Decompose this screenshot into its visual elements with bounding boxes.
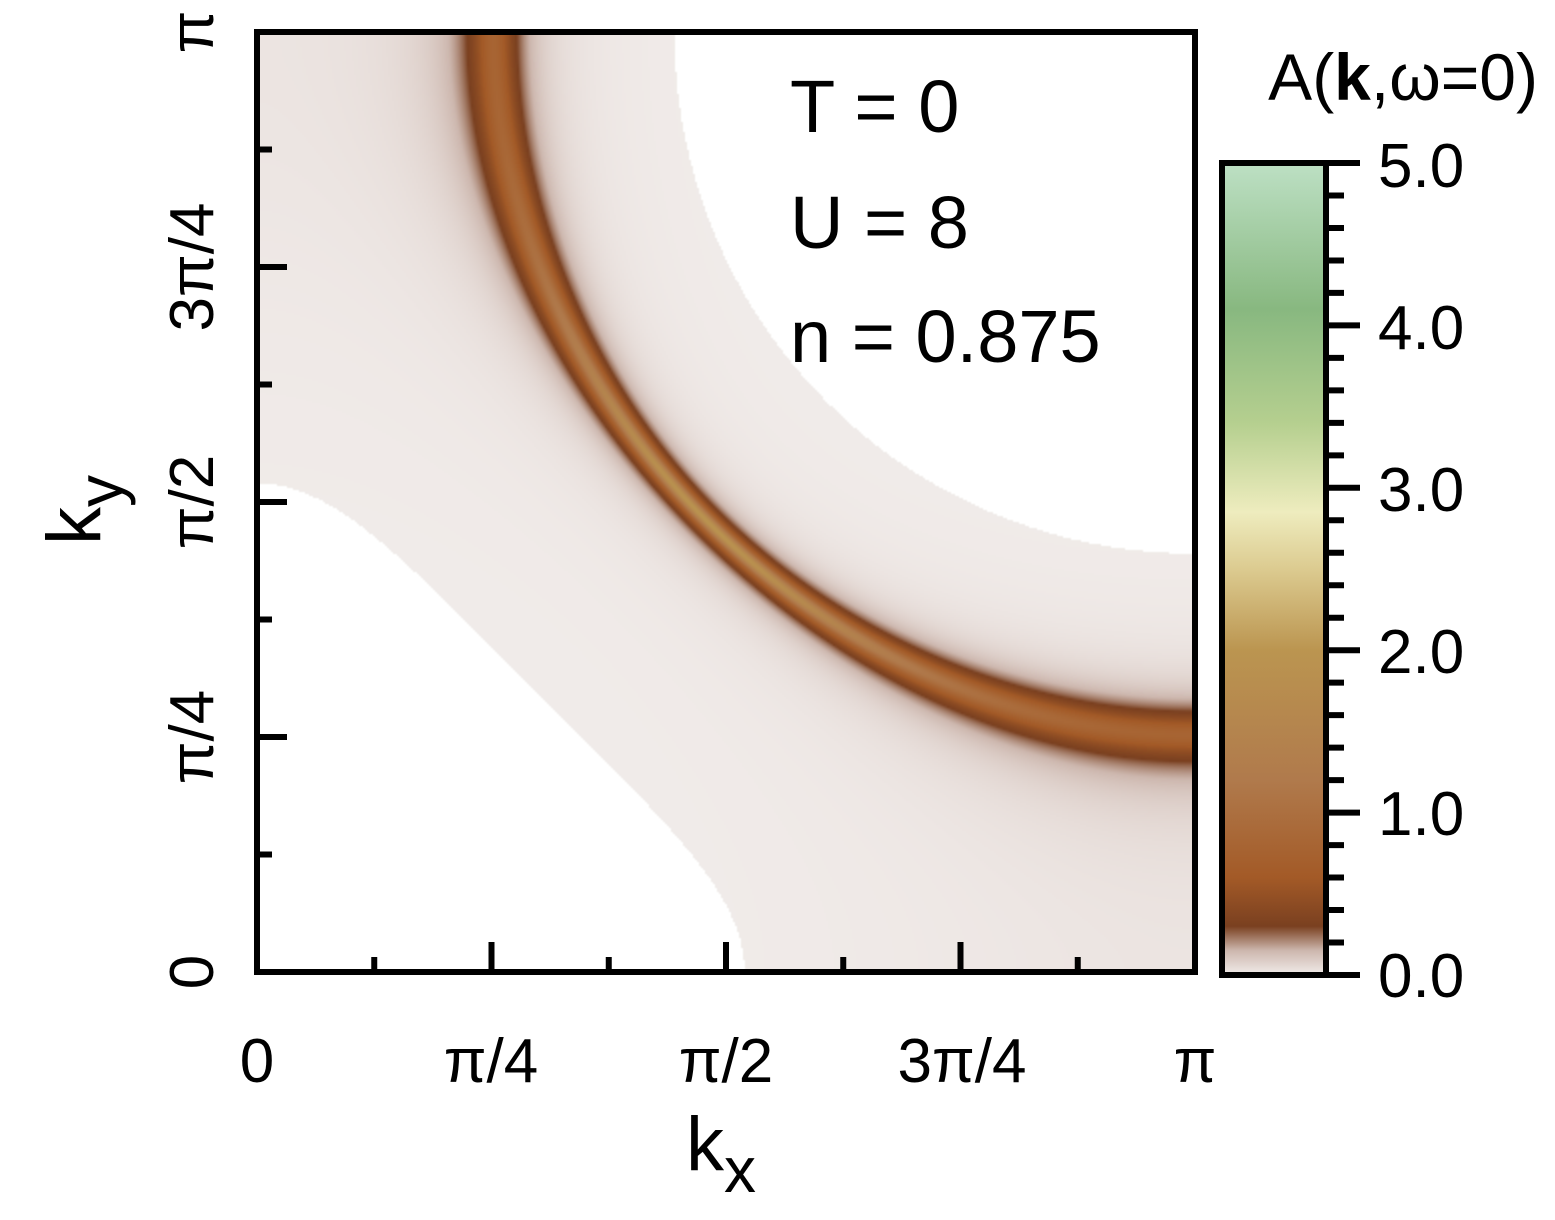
- y-tick-label: 0: [158, 955, 227, 989]
- colorbar-title: A(k,ω=0): [1268, 40, 1538, 114]
- y-tick-label: π: [158, 11, 227, 54]
- y-axis-label-main: k: [32, 506, 117, 545]
- x-tick-labels: 0 π/4 π/2 3π/4 π: [240, 1027, 1217, 1096]
- x-tick-label: 3π/4: [898, 1027, 1027, 1096]
- y-tick-labels: 0 π/4 π/2 3π/4 π: [158, 11, 227, 990]
- annotation-temperature: T = 0: [790, 65, 959, 148]
- y-tick-label: π/2: [158, 455, 227, 549]
- y-axis-label-subscript: y: [64, 475, 136, 507]
- y-axis-label: ky: [32, 475, 136, 545]
- colorbar-tick-label: 3.0: [1378, 456, 1464, 525]
- colorbar-frame: [1219, 160, 1329, 978]
- colorbar-tick-label: 5.0: [1378, 132, 1464, 201]
- colorbar-tick-label: 4.0: [1378, 294, 1464, 363]
- colorbar-tick-label: 2.0: [1378, 618, 1464, 687]
- x-axis-label: kx: [686, 1102, 756, 1206]
- colorbar-fill: [1222, 163, 1326, 975]
- y-axis-ticks: [257, 146, 287, 858]
- colorbar-title-bold: k: [1334, 40, 1371, 114]
- colorbar-tick-label: 1.0: [1378, 780, 1464, 849]
- annotation-interaction: U = 8: [790, 181, 969, 264]
- colorbar-tick-label: 0.0: [1378, 942, 1464, 1011]
- heatmap-layer: [257, 32, 1195, 972]
- x-tick-label: π/2: [679, 1027, 773, 1096]
- x-tick-label: π: [1174, 1027, 1217, 1096]
- x-axis-label-subscript: x: [724, 1134, 756, 1206]
- y-tick-label: 3π/4: [158, 203, 227, 332]
- x-axis-label-main: k: [686, 1102, 725, 1187]
- colorbar-title-suffix: ,ω=0): [1371, 40, 1538, 114]
- colorbar-labels: 0.0 1.0 2.0 3.0 4.0 5.0: [1378, 132, 1464, 1011]
- x-axis-ticks: [371, 942, 1081, 972]
- heatmap-image: [257, 32, 1195, 972]
- annotation-filling: n = 0.875: [790, 295, 1101, 378]
- x-tick-label: π/4: [444, 1027, 538, 1096]
- y-tick-label: π/4: [158, 690, 227, 784]
- colorbar-title-prefix: A(: [1268, 40, 1334, 114]
- x-tick-label: 0: [240, 1027, 274, 1096]
- colorbar-ticks: [1326, 160, 1360, 978]
